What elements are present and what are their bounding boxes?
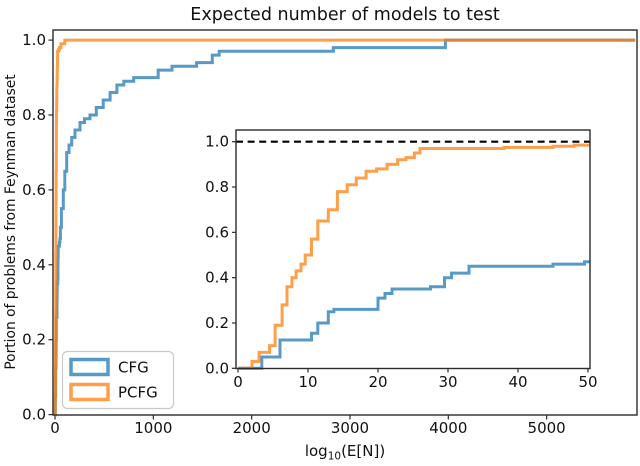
- main-axes: 0 1000 2000 3000 4000 5000 0.0 0.2 0.4 0.6 0.8 1.0: [22, 29, 638, 437]
- y-tick-label: 1.0: [205, 133, 229, 151]
- main-spines: [52, 29, 638, 416]
- y-tick-label: 0.4: [22, 256, 46, 274]
- y-tick-label: 0.0: [22, 406, 46, 424]
- x-tick-label: 1000: [134, 419, 172, 437]
- x-tick-label: 3000: [331, 419, 369, 437]
- x-tick-label: 5000: [528, 419, 566, 437]
- inset-spines: [235, 129, 591, 370]
- pcfg-curve-inset: [238, 143, 591, 370]
- y-axis-label: Portion of problems from Feynman dataset: [3, 74, 19, 370]
- x-tick-label: 10: [298, 373, 317, 391]
- x-tick-label: 40: [508, 373, 527, 391]
- y-tick-label: 0.2: [22, 331, 46, 349]
- legend-swatch-pcfg: [69, 382, 110, 402]
- legend-label-pcfg: PCFG: [118, 384, 158, 402]
- x-tick-label: 2000: [233, 419, 271, 437]
- y-tick-label: 0.2: [205, 314, 229, 332]
- x-tick-label: 20: [368, 373, 387, 391]
- inset-background: [236, 130, 590, 369]
- inset-axes: 0 10 20 30 40 50 0.0 0.2 0.4 0.6 0.8 1.0: [205, 129, 598, 391]
- x-tick-label: 30: [438, 373, 457, 391]
- chart-title: Expected number of models to test: [190, 5, 500, 25]
- x-tick-label: 50: [578, 373, 597, 391]
- x-tick-label: 0: [233, 373, 243, 391]
- y-tick-label: 0.0: [205, 359, 229, 377]
- cfg-curve-inset: [238, 260, 591, 370]
- pcfg-curve-main: [53, 38, 636, 417]
- legend-swatch-cfg: [69, 357, 110, 377]
- y-tick-label: 0.4: [205, 269, 229, 287]
- x-axis-label: log10(E[N]): [305, 442, 385, 463]
- x-tick-label: 4000: [429, 419, 467, 437]
- y-tick-label: 0.6: [205, 223, 229, 241]
- y-tick-label: 1.0: [22, 31, 46, 49]
- y-tick-label: 0.8: [205, 178, 229, 196]
- legend-label-cfg: CFG: [118, 359, 149, 377]
- x-tick-label: 0: [50, 419, 60, 437]
- y-tick-label: 0.6: [22, 181, 46, 199]
- legend: CFG PCFG: [61, 350, 175, 410]
- y-tick-label: 0.8: [22, 106, 46, 124]
